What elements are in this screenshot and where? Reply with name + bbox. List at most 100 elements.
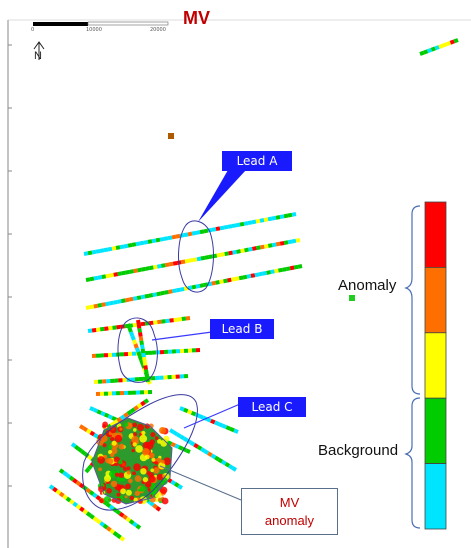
anomaly-sample [154, 461, 159, 465]
trace-segment [116, 324, 121, 330]
trace-segment [252, 246, 257, 251]
trace-segment [184, 258, 190, 264]
trace-segment [227, 224, 233, 229]
trace-segment [62, 470, 68, 477]
trace-segment [142, 361, 148, 366]
trace-segment [131, 242, 137, 247]
trace-segment [115, 509, 122, 516]
trace-segment [148, 293, 154, 298]
trace-segment [175, 287, 181, 293]
anomaly-sample [154, 436, 159, 441]
trace-segment [132, 339, 138, 345]
trace-segment [180, 259, 186, 265]
trace-segment [217, 422, 224, 428]
lead-b-pointer [151, 331, 213, 341]
trace-segment [143, 239, 149, 245]
trace-segment [140, 294, 146, 300]
trace-segment [119, 244, 125, 250]
trace-segment [145, 266, 150, 271]
trace-segment [116, 416, 123, 423]
trace-segment [65, 496, 72, 503]
trace-segment [430, 46, 436, 52]
anomaly-sample [108, 445, 113, 450]
trace-segment [79, 506, 85, 513]
trace-segment [87, 464, 93, 471]
trace-segment [95, 249, 101, 254]
trace-segment [152, 503, 158, 510]
trace-segment [139, 340, 144, 346]
trace-segment [115, 245, 121, 250]
trace-segment [228, 464, 234, 470]
trace-segment [297, 264, 303, 269]
trace-segment [230, 277, 236, 282]
trace-segment [263, 243, 269, 249]
anomaly-sample [147, 484, 151, 488]
trace-segment [256, 245, 261, 251]
anomaly-sample [120, 488, 126, 495]
trace-segment [112, 530, 119, 537]
anomaly-sample [110, 452, 115, 458]
trace-segment [165, 318, 170, 324]
trace-segment [144, 373, 150, 379]
trace-segment [192, 257, 198, 262]
trace-segment [97, 302, 103, 308]
anomaly-sample [123, 467, 128, 471]
trace-segment [434, 45, 440, 51]
trace-segment [109, 300, 114, 306]
trace-segment [127, 327, 133, 333]
north-arrow-icon [33, 41, 45, 60]
trace-segment [445, 40, 452, 47]
trace-segment [80, 449, 87, 456]
trace-segment [97, 275, 103, 280]
trace-segment [135, 523, 142, 530]
trace-segment [122, 514, 128, 520]
trace-segment [203, 449, 210, 455]
anomaly-sample [134, 490, 140, 497]
trace-segment [152, 292, 158, 297]
trace-segment [93, 303, 99, 309]
trace-segment [137, 267, 142, 273]
trace-segment [177, 484, 184, 490]
trace-segment [155, 237, 161, 243]
mv-anomaly-text: MV anomaly [264, 495, 315, 528]
scale-label-0: 0 [31, 27, 35, 33]
trace-segment [266, 270, 272, 275]
trace-segment [283, 240, 289, 245]
trace-segment [143, 365, 148, 370]
trace-segment [133, 343, 139, 349]
trace-segment [134, 347, 141, 353]
trace-segment [139, 240, 145, 246]
anomaly-sample [151, 457, 156, 462]
anomaly-sample [133, 463, 141, 472]
trace-segment [250, 273, 256, 278]
trace-segment [295, 238, 301, 243]
trace-segment [58, 491, 65, 498]
trace-segment [87, 328, 93, 333]
legend-color-bar [424, 201, 447, 530]
trace-segment [119, 535, 126, 542]
trace-segment [215, 280, 220, 285]
anomaly-sample [163, 435, 170, 442]
trace-segment [175, 233, 181, 239]
trace-segment [199, 283, 205, 288]
trace-segment [103, 247, 109, 253]
trace-segment [216, 252, 222, 258]
trace-segment [244, 247, 249, 253]
trace-segment [105, 526, 112, 532]
trace-segment [231, 223, 237, 229]
trace-segment [95, 494, 102, 501]
trace-segment [118, 511, 125, 518]
anomaly-sample [161, 497, 169, 505]
trace-segment [191, 284, 197, 290]
trace-segment [109, 272, 115, 278]
trace-segment [236, 249, 241, 254]
trace-segment [156, 291, 162, 297]
anomaly-sample [156, 473, 164, 481]
trace-segment [82, 426, 89, 432]
trace-segment [74, 444, 80, 451]
legend-swatch [424, 266, 447, 334]
trace-segment [262, 270, 268, 276]
trace-segment [221, 423, 228, 430]
trace-segment [68, 499, 75, 505]
